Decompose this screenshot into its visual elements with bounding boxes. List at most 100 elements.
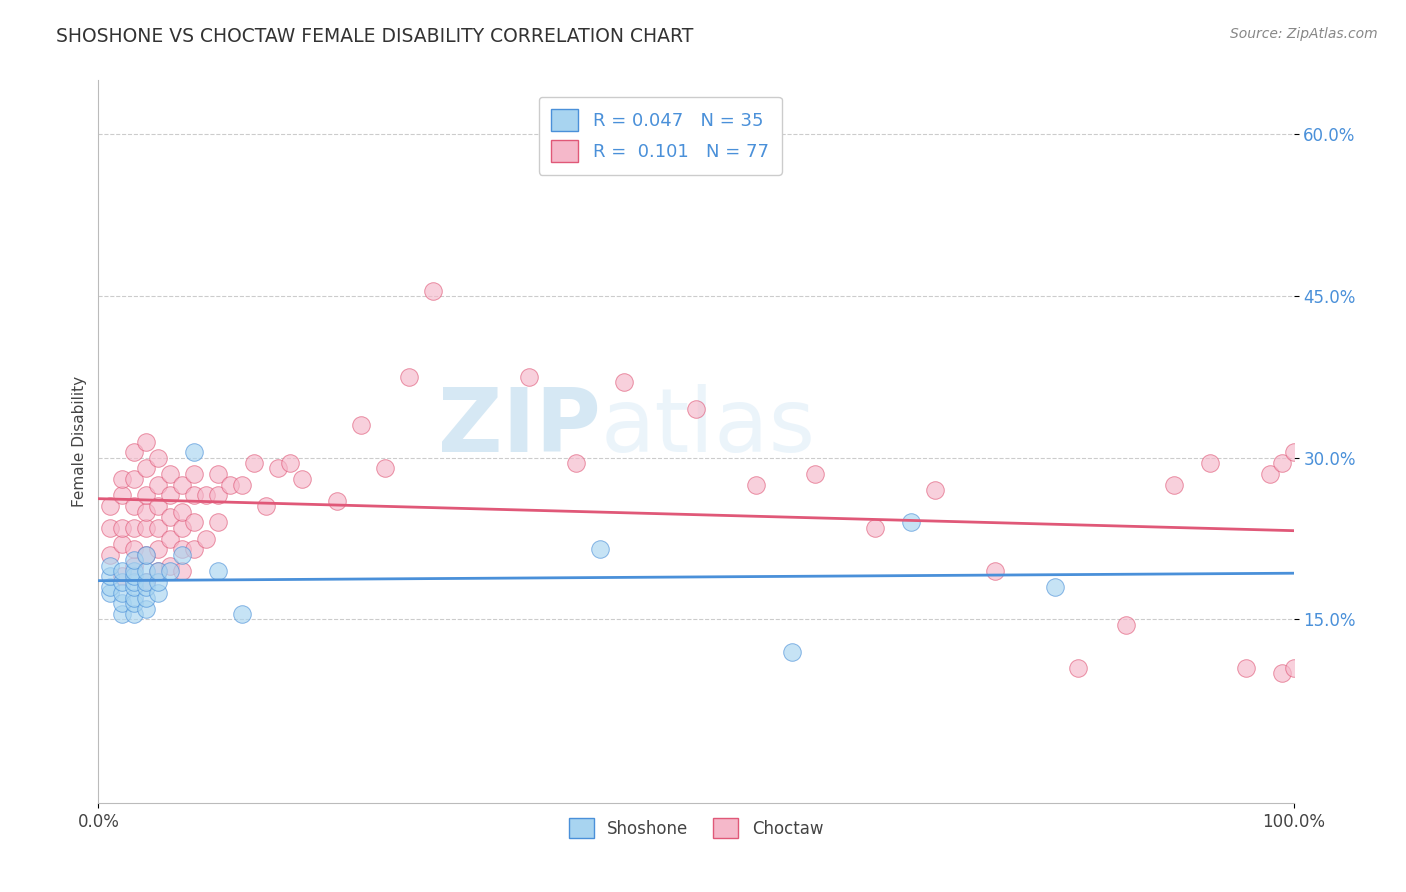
Point bbox=[98, 585, 122, 599]
Point bbox=[124, 569, 146, 583]
Point bbox=[135, 564, 157, 578]
Point bbox=[1282, 661, 1305, 675]
Point bbox=[148, 574, 170, 589]
Point bbox=[1067, 661, 1090, 675]
Point bbox=[350, 418, 373, 433]
Point bbox=[172, 521, 194, 535]
Point bbox=[398, 369, 420, 384]
Point bbox=[124, 607, 146, 621]
Point bbox=[254, 500, 277, 514]
Point bbox=[135, 574, 157, 589]
Point bbox=[326, 493, 349, 508]
Point bbox=[159, 510, 181, 524]
Point bbox=[865, 521, 887, 535]
Point bbox=[148, 564, 170, 578]
Point bbox=[1163, 477, 1185, 491]
Point bbox=[195, 532, 218, 546]
Point bbox=[124, 596, 146, 610]
Point bbox=[148, 564, 170, 578]
Y-axis label: Female Disability: Female Disability bbox=[72, 376, 87, 508]
Point bbox=[135, 548, 157, 562]
Point bbox=[111, 521, 134, 535]
Point bbox=[124, 542, 146, 557]
Point bbox=[291, 472, 314, 486]
Point bbox=[111, 569, 134, 583]
Point bbox=[172, 505, 194, 519]
Point bbox=[111, 472, 134, 486]
Point bbox=[924, 483, 946, 497]
Point bbox=[183, 542, 205, 557]
Point bbox=[135, 521, 157, 535]
Point bbox=[231, 607, 253, 621]
Point bbox=[124, 445, 146, 459]
Point bbox=[159, 558, 181, 573]
Point bbox=[124, 500, 146, 514]
Legend: Shoshone, Choctaw: Shoshone, Choctaw bbox=[562, 812, 830, 845]
Point bbox=[98, 580, 122, 594]
Point bbox=[172, 477, 194, 491]
Point bbox=[745, 477, 768, 491]
Point bbox=[148, 542, 170, 557]
Point bbox=[98, 548, 122, 562]
Point bbox=[124, 580, 146, 594]
Point bbox=[98, 569, 122, 583]
Point bbox=[207, 516, 229, 530]
Point bbox=[124, 521, 146, 535]
Point bbox=[1271, 456, 1294, 470]
Point bbox=[1234, 661, 1257, 675]
Point bbox=[159, 488, 181, 502]
Point bbox=[219, 477, 242, 491]
Point bbox=[183, 467, 205, 481]
Point bbox=[1271, 666, 1294, 681]
Text: SHOSHONE VS CHOCTAW FEMALE DISABILITY CORRELATION CHART: SHOSHONE VS CHOCTAW FEMALE DISABILITY CO… bbox=[56, 27, 693, 45]
Text: atlas: atlas bbox=[600, 384, 815, 471]
Point bbox=[135, 591, 157, 605]
Point bbox=[111, 574, 134, 589]
Point bbox=[172, 548, 194, 562]
Point bbox=[159, 532, 181, 546]
Point bbox=[183, 516, 205, 530]
Point bbox=[278, 456, 301, 470]
Point bbox=[135, 580, 157, 594]
Point bbox=[1282, 445, 1305, 459]
Point bbox=[135, 505, 157, 519]
Point bbox=[98, 558, 122, 573]
Point bbox=[135, 601, 157, 615]
Point bbox=[111, 564, 134, 578]
Point bbox=[159, 467, 181, 481]
Point bbox=[111, 607, 134, 621]
Point bbox=[124, 591, 146, 605]
Point bbox=[243, 456, 266, 470]
Point bbox=[231, 477, 253, 491]
Point bbox=[135, 434, 157, 449]
Text: ZIP: ZIP bbox=[437, 384, 600, 471]
Point bbox=[685, 402, 707, 417]
Point bbox=[124, 553, 146, 567]
Point bbox=[111, 537, 134, 551]
Point bbox=[900, 516, 922, 530]
Point bbox=[111, 585, 134, 599]
Point bbox=[804, 467, 827, 481]
Text: Source: ZipAtlas.com: Source: ZipAtlas.com bbox=[1230, 27, 1378, 41]
Point bbox=[1258, 467, 1281, 481]
Point bbox=[984, 564, 1007, 578]
Point bbox=[1115, 618, 1137, 632]
Point bbox=[148, 585, 170, 599]
Point bbox=[517, 369, 540, 384]
Point bbox=[111, 596, 134, 610]
Point bbox=[124, 472, 146, 486]
Point bbox=[148, 521, 170, 535]
Point bbox=[148, 450, 170, 465]
Point bbox=[98, 500, 122, 514]
Point bbox=[183, 445, 205, 459]
Point bbox=[613, 376, 636, 390]
Point bbox=[172, 542, 194, 557]
Point bbox=[589, 542, 612, 557]
Point bbox=[124, 558, 146, 573]
Point bbox=[111, 488, 134, 502]
Point bbox=[159, 564, 181, 578]
Point bbox=[207, 467, 229, 481]
Point bbox=[207, 564, 229, 578]
Point bbox=[183, 488, 205, 502]
Point bbox=[124, 564, 146, 578]
